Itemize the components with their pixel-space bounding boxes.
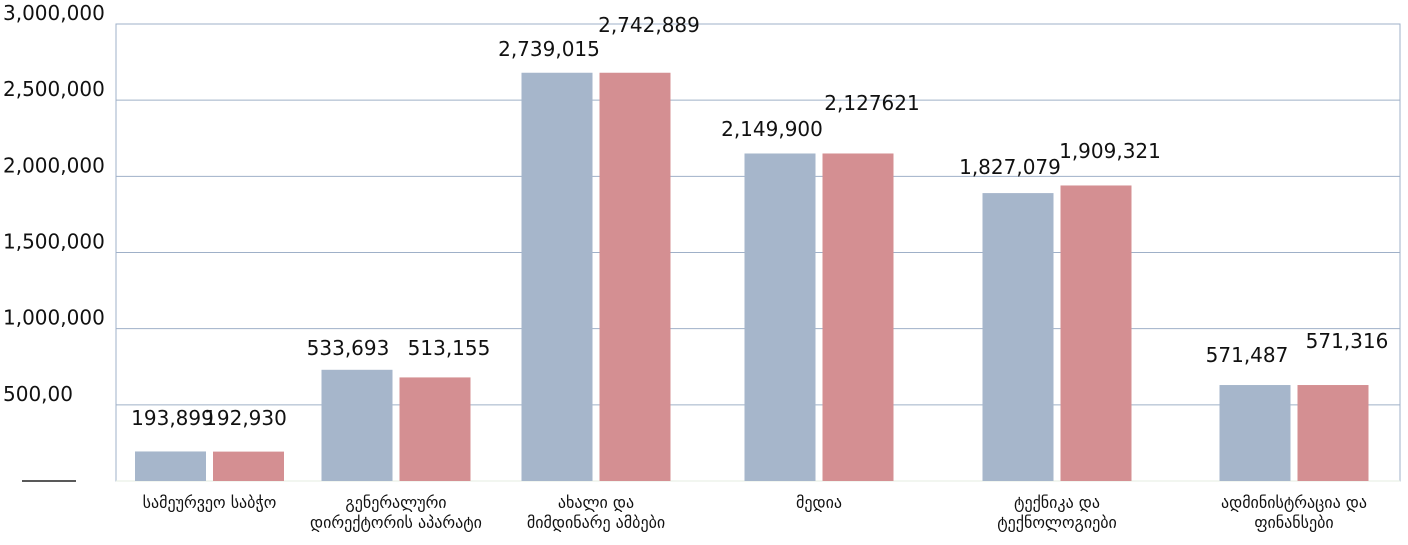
bar [822, 153, 894, 481]
category-label: სამეურვეო საბჭო [143, 493, 277, 512]
y-tick-label: 2,000,000 [3, 153, 105, 177]
y-tick-label: 500,00 [3, 382, 73, 406]
category-label: მედია [796, 493, 842, 512]
y-tick-label: 1,000,000 [3, 306, 105, 330]
bar [1297, 385, 1369, 481]
bar [213, 451, 284, 481]
value-label: 192,930 [204, 406, 287, 430]
bar [744, 153, 816, 481]
value-label: 2,739,015 [498, 37, 600, 61]
category-label: ადმინისტრაცია და ფინანსები [1221, 493, 1367, 532]
y-tick-label: 1,500,000 [3, 230, 105, 254]
category-label: გენერალური დირექტორის აპარატი [310, 493, 482, 532]
y-tick-label: 2,500,000 [3, 77, 105, 101]
value-label: 513,155 [408, 336, 491, 360]
bar [1219, 385, 1291, 481]
bar [982, 193, 1054, 481]
category-labels: სამეურვეო საბჭო გენერალური დირექტორის აპარ… [143, 493, 1367, 532]
category-label: ახალი და მიმდინარე ამბები [527, 493, 665, 532]
value-label: 571,487 [1206, 343, 1289, 367]
bar [399, 377, 471, 481]
bar [521, 72, 593, 481]
bar [599, 72, 671, 481]
y-axis-tick-labels: 3,000,000 2,500,000 2,000,000 1,500,000 1,00… [3, 1, 105, 406]
y-tick-label: 3,000,000 [3, 1, 105, 25]
value-label: 2,742,889 [598, 13, 700, 37]
value-label: 1,827,079 [959, 155, 1061, 179]
value-label: 2,149,900 [721, 117, 823, 141]
value-label: 193,899 [131, 406, 214, 430]
category-label: ტექნიკა და ტექნოლოგიები [997, 493, 1117, 532]
value-label: 533,693 [307, 336, 390, 360]
bar [1060, 185, 1132, 481]
value-label: 571,316 [1306, 329, 1389, 353]
bars [135, 72, 1369, 481]
value-label: 2,127621 [824, 91, 919, 115]
bar [321, 369, 393, 481]
value-label: 1,909,321 [1059, 139, 1161, 163]
bar [135, 451, 206, 481]
